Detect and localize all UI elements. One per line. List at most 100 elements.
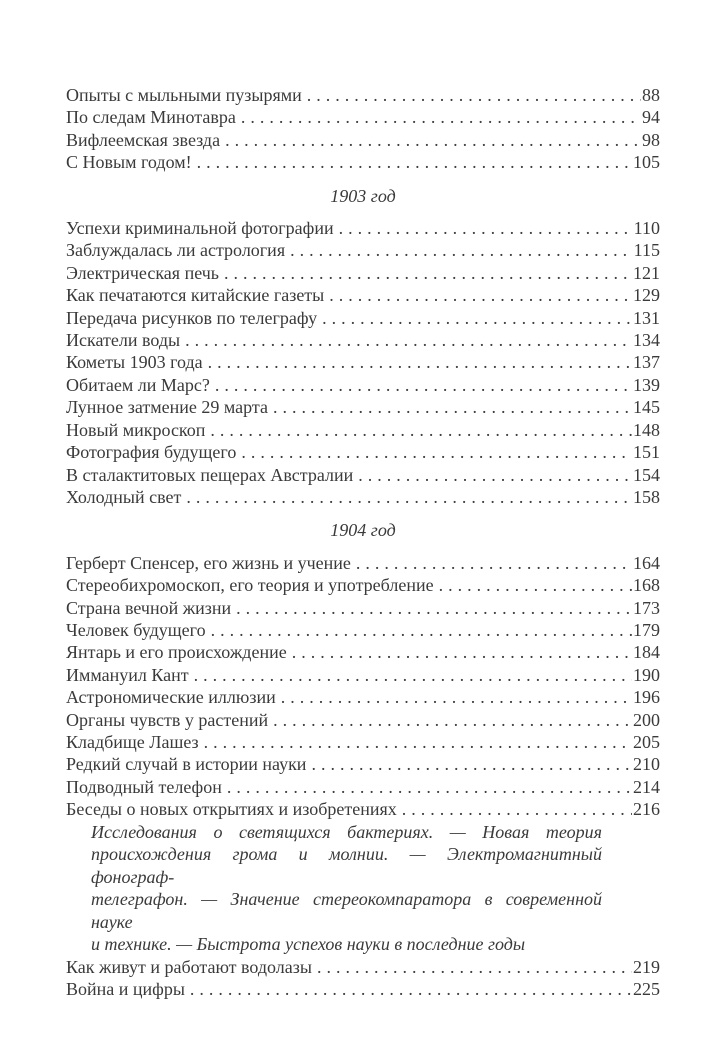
entry-title: Лунное затмение 29 марта <box>66 397 268 418</box>
dot-leader <box>281 686 632 708</box>
entry-page-number: 154 <box>633 464 660 485</box>
entry-title: Страна вечной жизни <box>66 597 232 618</box>
entry-title: Обитаем ли Марс? <box>66 374 210 395</box>
entry-page-number: 88 <box>642 85 660 105</box>
entry-page-number: 129 <box>633 285 660 306</box>
dot-leader <box>322 307 632 329</box>
dot-leader <box>227 776 632 798</box>
entry-page-number: 214 <box>633 776 660 797</box>
note-line: Исследования о светящихся бактериях. — Н… <box>91 821 602 842</box>
entry-page-number: 179 <box>633 619 660 640</box>
toc-entry: Как живут и работают водолазы 219 <box>66 956 660 978</box>
entry-page-number: 134 <box>633 330 660 351</box>
entry-title: Как печатаются китайские газеты <box>66 285 325 306</box>
entry-title: Фотография будущего <box>66 442 237 463</box>
entry-title: Янтарь и его происхождение <box>66 642 287 663</box>
toc-entry: Кладбище Лашез 205 <box>66 731 660 753</box>
toc-entry: Кометы 1903 года 137 <box>66 351 660 373</box>
toc-entry: Фотография будущего 151 <box>66 441 660 463</box>
entry-page-number: 110 <box>633 218 660 239</box>
entry-page-number: 219 <box>633 956 660 977</box>
toc: Опыты с мыльными пузырями88По следам Мин… <box>66 84 660 1000</box>
entry-title: Органы чувств у растений <box>66 709 269 730</box>
toc-entry: Стереобихромоскоп, его теория и употребл… <box>66 574 660 596</box>
entry-title: Кометы 1903 года <box>66 352 203 373</box>
entry-title: Электрическая печь <box>66 262 219 283</box>
entry-title: Новый микроскоп <box>66 419 206 440</box>
dot-leader <box>225 129 641 151</box>
entry-page-number: 158 <box>633 486 660 507</box>
dot-leader <box>210 419 632 441</box>
dot-leader <box>186 486 632 508</box>
entry-title: Успехи криминальной фотографии <box>66 218 334 239</box>
toc-entry: Новый микроскоп 148 <box>66 419 660 441</box>
entry-title: Герберт Спенсер, его жизнь и учение <box>66 552 351 573</box>
toc-entry: В сталактитовых пещерах Австралии 154 <box>66 464 660 486</box>
entry-page-number: 200 <box>633 709 660 730</box>
toc-entry: Война и цифры 225 <box>66 978 660 1000</box>
dot-leader <box>185 329 632 351</box>
toc-entry: Подводный телефон 214 <box>66 776 660 798</box>
entry-title: С Новым годом! <box>66 152 192 173</box>
toc-entry: Беседы о новых открытиях и изобретениях 2… <box>66 798 660 820</box>
toc-entry: Вифлеемская звезда 98 <box>66 129 660 151</box>
toc-entry: Электрическая печь 121 <box>66 262 660 284</box>
entry-page-number: 210 <box>633 754 660 775</box>
entry-page-number: 98 <box>642 129 660 150</box>
dot-leader <box>307 84 641 106</box>
entry-title: Иммануил Кант <box>66 664 189 685</box>
dot-leader <box>224 262 632 284</box>
toc-entry: Иммануил Кант 190 <box>66 664 660 686</box>
toc-entry: По следам Минотавра 94 <box>66 106 660 128</box>
dot-leader <box>356 552 632 574</box>
dot-leader <box>358 464 632 486</box>
entry-title: Подводный телефон <box>66 776 222 797</box>
note-line: и технике. — Быстрота успехов науки в по… <box>91 934 526 955</box>
toc-entry: Органы чувств у растений 200 <box>66 709 660 731</box>
dot-leader <box>208 351 632 373</box>
dot-leader <box>290 239 633 261</box>
entry-page-number: 145 <box>633 397 660 418</box>
entry-title: Передача рисунков по телеграфу <box>66 307 318 328</box>
entry-title: По следам Минотавра <box>66 107 236 128</box>
dot-leader <box>329 284 632 306</box>
toc-entry: Страна вечной жизни 173 <box>66 597 660 619</box>
dot-leader <box>402 798 632 820</box>
entry-title: В сталактитовых пещерах Австралии <box>66 464 354 485</box>
entry-title: Редкий случай в истории науки <box>66 754 307 775</box>
toc-entry: Человек будущего 179 <box>66 619 660 641</box>
dot-leader <box>273 709 632 731</box>
toc-entry: Успехи криминальной фотографии 110 <box>66 217 660 239</box>
dot-leader <box>311 753 632 775</box>
entry-title: Астрономические иллюзии <box>66 687 276 708</box>
entry-page-number: 115 <box>633 240 660 261</box>
section-heading: 1904 год <box>330 520 396 541</box>
entry-page-number: 121 <box>633 262 660 283</box>
toc-entry: Передача рисунков по телеграфу 131 <box>66 307 660 329</box>
dot-leader <box>236 597 632 619</box>
dot-leader <box>292 641 632 663</box>
toc-entry: Редкий случай в истории науки 210 <box>66 753 660 775</box>
entry-page-number: 131 <box>633 307 660 328</box>
entry-page-number: 205 <box>633 731 660 752</box>
entry-page-number: 94 <box>642 107 660 128</box>
entry-title: Опыты с мыльными пузырями <box>66 85 302 105</box>
entry-page-number: 139 <box>633 374 660 395</box>
toc-entry: Как печатаются китайские газеты 129 <box>66 284 660 306</box>
toc-entry: Заблуждалась ли астрология 115 <box>66 239 660 261</box>
entry-title: Вифлеемская звезда <box>66 129 221 150</box>
dot-leader <box>241 441 632 463</box>
toc-entry: Холодный свет 158 <box>66 486 660 508</box>
dot-leader <box>211 619 632 641</box>
entry-page-number: 105 <box>633 152 660 173</box>
note-line: телеграфон. — Значение стереокомпаратора… <box>91 889 602 932</box>
entry-page-number: 168 <box>633 575 660 596</box>
dot-leader <box>317 956 632 978</box>
toc-entry: Лунное затмение 29 марта 145 <box>66 396 660 418</box>
entry-title: Стереобихромоскоп, его теория и употребл… <box>66 575 434 596</box>
entry-subtopics-note: Исследования о светящихся бактериях. — Н… <box>91 821 602 956</box>
entry-page-number: 151 <box>633 442 660 463</box>
entry-title: Беседы о новых открытиях и изобретениях <box>66 799 397 820</box>
dot-leader <box>273 396 632 418</box>
